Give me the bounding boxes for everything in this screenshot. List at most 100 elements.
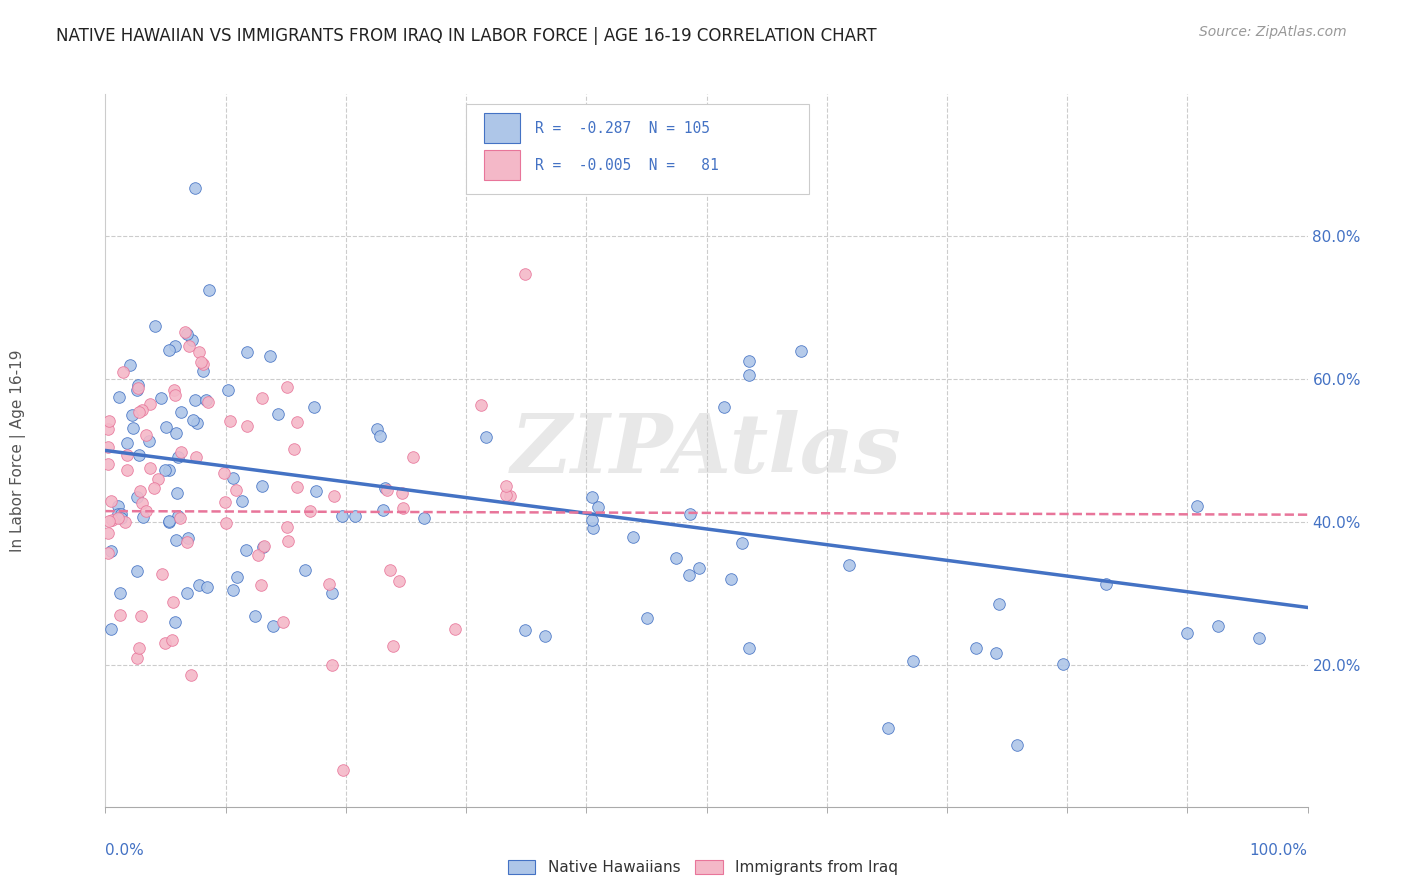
Point (97, 514, 120, 528)
Point (167, 450, 190, 465)
Point (665, 551, 688, 566)
Point (170, 405, 193, 419)
Point (100, 543, 122, 558)
Point (965, 640, 987, 655)
Point (366, 422, 388, 436)
Point (157, 515, 180, 529)
Point (214, 495, 236, 509)
Point (146, 472, 169, 486)
Point (193, 357, 215, 371)
Point (382, 639, 405, 653)
Point (1095, 577, 1118, 591)
Point (738, 354, 761, 368)
Point (214, 516, 236, 530)
Point (731, 536, 754, 550)
Point (127, 651, 149, 665)
Point (128, 405, 150, 419)
Point (392, 500, 415, 515)
Point (1052, 657, 1074, 672)
Point (110, 586, 132, 600)
Point (127, 491, 149, 505)
Point (219, 414, 242, 428)
Point (412, 511, 434, 525)
Point (97, 457, 120, 471)
Point (107, 508, 129, 522)
Point (374, 481, 396, 495)
Point (443, 622, 465, 636)
Point (97, 546, 120, 560)
Point (128, 483, 150, 498)
Point (344, 508, 367, 523)
Point (581, 491, 603, 505)
Point (157, 343, 180, 357)
Point (249, 577, 271, 591)
Point (166, 509, 188, 524)
Point (160, 633, 183, 648)
Point (127, 564, 149, 578)
Point (121, 409, 143, 423)
Point (135, 503, 157, 517)
Point (122, 421, 145, 435)
Point (838, 558, 860, 572)
FancyBboxPatch shape (465, 104, 808, 194)
Text: R =  -0.005  N =   81: R = -0.005 N = 81 (534, 158, 718, 173)
Bar (484, 150, 520, 180)
Point (195, 580, 218, 594)
Point (582, 520, 605, 534)
Point (108, 391, 131, 405)
Point (287, 479, 309, 493)
Point (97, 422, 120, 436)
Point (131, 496, 153, 510)
Point (188, 345, 211, 359)
Point (170, 445, 193, 459)
Point (163, 339, 186, 353)
Point (246, 548, 269, 562)
Point (299, 504, 322, 518)
Point (162, 595, 184, 609)
Point (276, 519, 298, 533)
Point (225, 570, 247, 584)
Point (235, 543, 257, 558)
Point (267, 407, 290, 421)
Point (378, 563, 401, 577)
Point (176, 534, 198, 549)
Point (165, 533, 187, 547)
Point (217, 384, 239, 398)
Point (193, 364, 215, 378)
Point (114, 516, 136, 530)
Point (252, 479, 274, 493)
Point (304, 400, 326, 414)
Point (150, 392, 173, 406)
Point (318, 577, 340, 591)
Point (153, 463, 176, 477)
Point (1185, 499, 1208, 513)
Point (475, 429, 498, 443)
Point (253, 539, 276, 553)
Point (222, 471, 245, 485)
Point (250, 391, 273, 405)
Point (1247, 632, 1270, 646)
Point (678, 567, 700, 582)
Point (132, 509, 155, 524)
Point (401, 450, 423, 464)
Point (166, 485, 188, 500)
Point (273, 615, 295, 630)
Point (391, 486, 413, 500)
Point (330, 509, 353, 524)
Point (117, 449, 139, 463)
Point (373, 503, 395, 517)
Point (513, 267, 536, 281)
Point (97, 441, 120, 455)
Point (100, 623, 122, 637)
Point (322, 489, 344, 503)
Point (276, 380, 298, 394)
Point (180, 667, 202, 681)
Text: ZIPAtlas: ZIPAtlas (510, 410, 903, 491)
Point (332, 763, 354, 777)
Point (581, 513, 603, 527)
Point (107, 500, 129, 514)
Point (111, 365, 134, 379)
Point (901, 654, 924, 668)
Point (321, 658, 343, 673)
Point (165, 615, 187, 630)
